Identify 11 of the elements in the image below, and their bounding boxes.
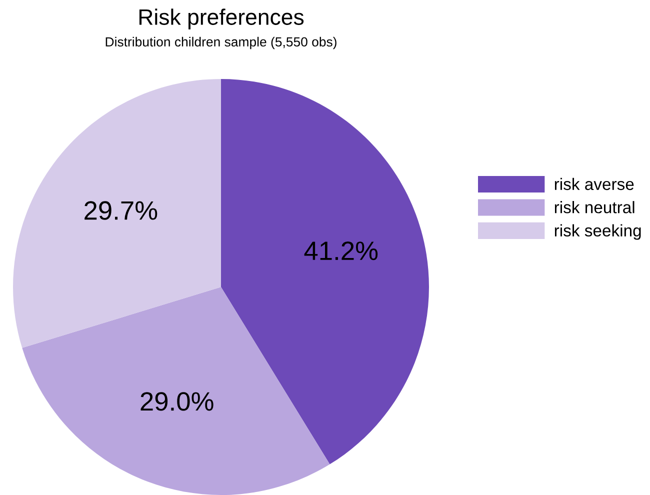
legend-label: risk neutral — [554, 201, 634, 214]
pie-slice — [221, 79, 429, 464]
pie-slice — [22, 287, 330, 495]
chart-title: Risk preferences — [139, 8, 304, 30]
data-label: 41.2% — [304, 241, 378, 260]
pie-slice — [13, 79, 221, 348]
legend-label: risk seeking — [554, 224, 641, 240]
legend-label: risk averse — [554, 178, 634, 190]
data-label: 29.7% — [84, 201, 158, 220]
chart-subtitle: Distribution children sample (5,550 obs) — [106, 36, 336, 50]
data-label: 29.0% — [140, 392, 214, 411]
